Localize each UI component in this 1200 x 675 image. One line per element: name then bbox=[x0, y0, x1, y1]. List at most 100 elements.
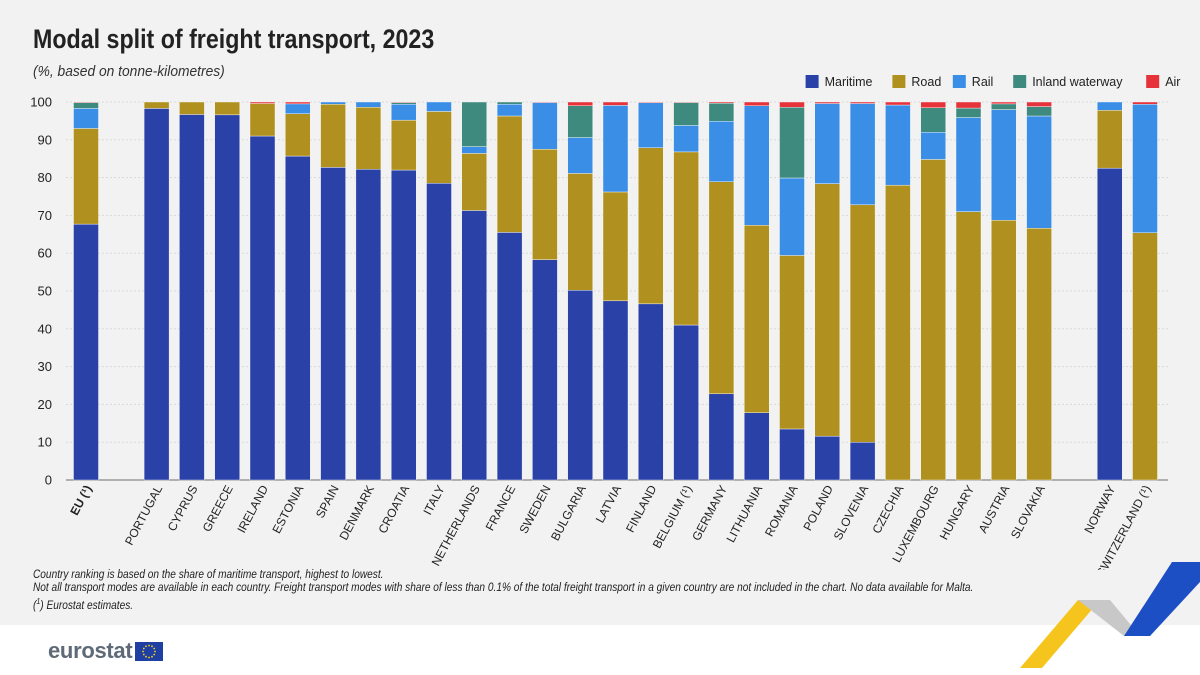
footnote-marker: 1 bbox=[36, 597, 41, 606]
grey-stripe-decoration bbox=[1078, 600, 1140, 636]
bar-air-finland bbox=[638, 101, 664, 103]
bar-road-france bbox=[496, 115, 523, 233]
bar-road-switzerland bbox=[1132, 232, 1158, 481]
bar-rail-germany bbox=[708, 121, 735, 182]
bar-road-cyprus bbox=[179, 101, 205, 115]
bar-rail-italy bbox=[426, 101, 452, 112]
legend-label-rail: Rail bbox=[972, 75, 994, 89]
bar-air-ireland bbox=[249, 101, 276, 104]
bar-maritime-romania bbox=[779, 428, 805, 481]
footnote-availability: Not all transport modes are available in… bbox=[33, 582, 974, 594]
y-tick-label: 10 bbox=[38, 435, 52, 450]
bar-air-latvia bbox=[602, 101, 629, 106]
bar-maritime-denmark bbox=[355, 169, 382, 481]
footnotes: Country ranking is based on the share of… bbox=[33, 569, 973, 613]
bar-air-austria bbox=[991, 101, 1017, 105]
bar-maritime-norway bbox=[1096, 167, 1123, 481]
bar-air-estonia bbox=[285, 101, 311, 105]
bar-road-latvia bbox=[602, 191, 629, 302]
footnote-estimates: (1) Eurostat estimates. bbox=[33, 597, 134, 612]
blue-stripe-decoration bbox=[1124, 562, 1200, 636]
bar-road-luxembourg bbox=[920, 159, 946, 481]
bar-air-czechia bbox=[885, 101, 911, 106]
bar-maritime-eu bbox=[73, 223, 99, 481]
bar-rail-norway bbox=[1096, 101, 1123, 111]
bar-road-romania bbox=[779, 255, 805, 430]
y-tick-label: 60 bbox=[38, 246, 52, 261]
bar-rail-austria bbox=[991, 109, 1017, 221]
legend-swatch-road bbox=[892, 75, 906, 88]
bar-air-poland bbox=[814, 101, 840, 104]
bar-rail-luxembourg bbox=[920, 132, 946, 160]
bar-road-belgium bbox=[673, 151, 699, 326]
bar-air-sweden bbox=[532, 101, 558, 103]
bar-rail-poland bbox=[814, 103, 840, 184]
bar-maritime-lithuania bbox=[744, 412, 770, 481]
eurostat-logo: eurostat bbox=[48, 638, 164, 664]
chart-title: Modal split of freight transport, 2023 bbox=[33, 24, 435, 54]
bar-rail-denmark bbox=[355, 101, 382, 108]
eurostat-wordmark: eurostat bbox=[48, 638, 133, 663]
y-tick-label: 90 bbox=[38, 132, 52, 147]
bar-air-luxembourg bbox=[920, 101, 946, 108]
bar-road-lithuania bbox=[744, 225, 770, 413]
bar-air-hungary bbox=[955, 101, 982, 109]
y-tick-label: 40 bbox=[38, 321, 52, 336]
bar-maritime-italy bbox=[426, 183, 452, 481]
bar-road-slovenia bbox=[849, 204, 876, 443]
legend-swatch-air bbox=[1146, 75, 1160, 88]
legend-label-air: Air bbox=[1165, 75, 1180, 89]
bar-maritime-sweden bbox=[532, 259, 558, 481]
bar-air-eu bbox=[73, 101, 99, 103]
bar-rail-spain bbox=[320, 101, 346, 105]
bar-inland-waterway-bulgaria bbox=[567, 105, 593, 138]
bar-road-slovakia bbox=[1026, 228, 1052, 481]
y-tick-label: 70 bbox=[38, 208, 52, 223]
bar-road-croatia bbox=[391, 119, 417, 171]
bar-maritime-bulgaria bbox=[567, 290, 593, 481]
bar-maritime-spain bbox=[320, 167, 346, 481]
legend-label-maritime: Maritime bbox=[825, 75, 873, 89]
bar-rail-finland bbox=[638, 102, 664, 148]
bar-rail-bulgaria bbox=[567, 137, 593, 174]
bar-maritime-croatia bbox=[391, 169, 417, 481]
bar-road-sweden bbox=[532, 149, 558, 260]
bar-road-finland bbox=[638, 147, 664, 305]
bar-maritime-cyprus bbox=[179, 114, 205, 481]
bar-air-lithuania bbox=[744, 101, 770, 106]
bar-road-hungary bbox=[955, 211, 982, 481]
bar-road-spain bbox=[320, 104, 346, 168]
y-tick-label: 20 bbox=[38, 397, 52, 412]
footnote-estimates-text: Eurostat estimates. bbox=[46, 599, 134, 612]
bar-rail-slovakia bbox=[1026, 115, 1052, 229]
bar-road-poland bbox=[814, 183, 840, 437]
bar-maritime-greece bbox=[214, 114, 240, 481]
bar-maritime-france bbox=[496, 232, 523, 481]
bar-maritime-latvia bbox=[602, 300, 629, 481]
bar-maritime-portugal bbox=[143, 108, 170, 481]
bar-inland-waterway-netherlands bbox=[461, 101, 487, 147]
legend-swatch-inland-waterway bbox=[1013, 75, 1027, 88]
bar-inland-waterway-france bbox=[496, 101, 523, 105]
legend-label-inland-waterway: Inland waterway bbox=[1032, 75, 1123, 89]
bar-road-czechia bbox=[885, 184, 911, 481]
bar-rail-lithuania bbox=[744, 105, 770, 226]
bar-air-romania bbox=[779, 101, 805, 108]
bar-air-slovenia bbox=[849, 101, 876, 104]
bar-rail-romania bbox=[779, 177, 805, 256]
bar-road-italy bbox=[426, 111, 452, 184]
chart-subtitle: (%, based on tonne-kilometres) bbox=[33, 63, 225, 80]
bar-road-bulgaria bbox=[567, 173, 593, 291]
bar-maritime-netherlands bbox=[461, 210, 487, 481]
y-tick-label: 0 bbox=[45, 473, 52, 488]
bar-air-croatia bbox=[391, 101, 417, 103]
bar-maritime-estonia bbox=[285, 155, 311, 481]
bar-air-belgium bbox=[673, 101, 699, 103]
bar-road-austria bbox=[991, 220, 1017, 481]
bar-maritime-germany bbox=[708, 393, 735, 481]
y-tick-label: 30 bbox=[38, 359, 52, 374]
legend-swatch-maritime bbox=[805, 75, 819, 88]
eu-flag-icon bbox=[135, 641, 164, 661]
